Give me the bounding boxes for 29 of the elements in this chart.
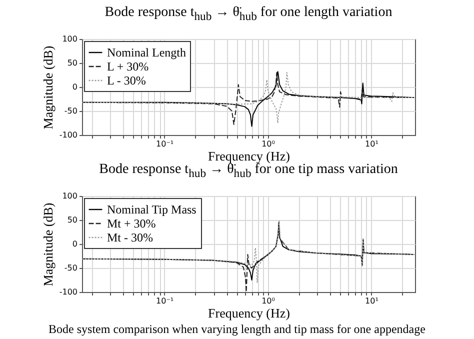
y-axis-title: Magnitude (dB) (40, 202, 56, 286)
y-tick-label: -100 (59, 288, 78, 296)
caption-text: Bode system comparison when varying length and tip mass for one appendage (48, 322, 426, 337)
y-tick-label: 0 (72, 82, 78, 92)
y-tick-label: -100 (59, 130, 78, 140)
x-axis-title: Frequency (Hz) (208, 148, 290, 164)
y-tick-label: 50 (67, 58, 78, 68)
y-tick-label: -50 (64, 106, 78, 116)
x-tick-label: 10⁰ (262, 296, 275, 306)
x-axis-title: Frequency (Hz) (208, 306, 290, 320)
legend-label: Nominal Tip Mass (107, 202, 197, 216)
legend-label: Mt + 30% (107, 216, 156, 230)
y-tick-label: 0 (72, 240, 78, 248)
y-tick-label: -50 (64, 264, 78, 272)
x-tick-label: 10⁻¹ (156, 140, 174, 148)
legend-label: L + 30% (107, 60, 149, 74)
y-axis-title: Magnitude (dB) (40, 46, 56, 130)
x-tick-label: 10¹ (365, 296, 378, 306)
legend-label: Mt - 30% (107, 230, 153, 244)
chart-title: Bode response t$_{hub}$ → θ̈$_{hub}$ for one length variation (104, 5, 394, 23)
x-tick-label: 10¹ (365, 140, 378, 148)
x-tick-label: 10⁻¹ (156, 296, 174, 306)
legend-label: L - 30% (107, 74, 146, 88)
x-tick-label: 10⁰ (262, 140, 275, 148)
y-tick-label: 100 (62, 192, 78, 200)
y-tick-label: 50 (67, 216, 78, 224)
chart-title: Bode response t$_{hub}$ → θ̈$_{hub}$ for one tip mass variation (98, 162, 399, 180)
legend-label: Nominal Length (107, 46, 186, 60)
y-tick-label: 100 (62, 34, 78, 44)
